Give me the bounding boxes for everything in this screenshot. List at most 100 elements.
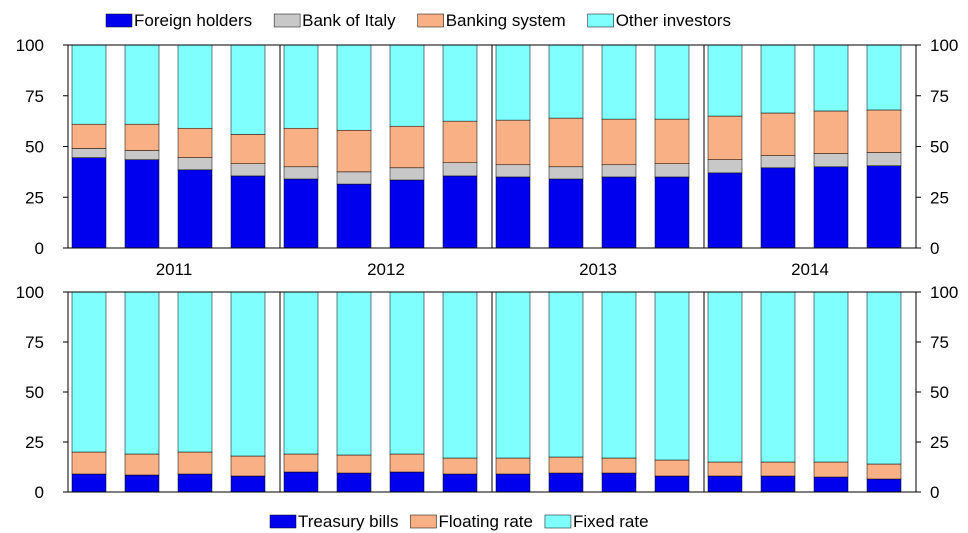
top-legend-label-bank-of-italy: Bank of Italy [302, 11, 396, 30]
top-bar-bank-of-italy-5 [283, 166, 319, 180]
bottom-legend-label-treasury-bills: Treasury bills [298, 512, 398, 531]
top-bar-other-investors-1 [71, 44, 107, 125]
top-bar-foreign-holders-14 [760, 167, 796, 249]
bottom-bar-floating-rate-6 [336, 454, 372, 474]
bottom-bar-floating-rate-16 [866, 463, 902, 480]
bottom-bar-floating-rate-5 [283, 453, 319, 473]
top-panel: 0 0 25 25 50 50 75 75 100 100 [16, 36, 959, 258]
top-legend-label-other-investors: Other investors [616, 11, 731, 30]
top-bar-other-investors-7 [389, 44, 425, 127]
top-bar-other-investors-12 [654, 44, 690, 120]
top-bar-bank-of-italy-13 [707, 159, 743, 174]
bottom-bar-fixed-rate-12 [654, 291, 690, 461]
bottom-bar-fixed-rate-8 [442, 291, 478, 459]
bottom-bar-fixed-rate-7 [389, 291, 425, 455]
bottom-right-tick-label: 100 [930, 283, 958, 302]
top-bar-foreign-holders-3 [177, 169, 213, 249]
top-bar-foreign-holders-6 [336, 183, 372, 249]
bottom-bar-fixed-rate-15 [813, 291, 849, 463]
bottom-bar-fixed-rate-2 [124, 291, 160, 455]
top-bar-other-investors-15 [813, 44, 849, 112]
top-bar-banking-system-12 [654, 118, 690, 165]
top-bar-banking-system-11 [601, 118, 637, 166]
top-bar-foreign-holders-8 [442, 175, 478, 249]
bottom-bar-floating-rate-3 [177, 451, 213, 475]
bottom-panel: 0 0 25 25 50 50 75 75 100 100 [16, 283, 959, 502]
top-bar-bank-of-italy-16 [866, 152, 902, 167]
bottom-bar-treasury-bills-1 [71, 473, 107, 493]
top-right-tick-label: 50 [930, 138, 949, 157]
bottom-left-tick-label: 100 [16, 283, 44, 302]
top-bar-other-investors-11 [601, 44, 637, 120]
top-bar-foreign-holders-9 [495, 176, 531, 249]
top-bar-bank-of-italy-11 [601, 164, 637, 178]
top-bar-other-investors-16 [866, 44, 902, 111]
top-bar-foreign-holders-10 [548, 178, 584, 249]
top-bar-other-investors-9 [495, 44, 531, 121]
bottom-bar-floating-rate-15 [813, 461, 849, 478]
top-bar-other-investors-3 [177, 44, 213, 129]
bottom-bar-treasury-bills-5 [283, 471, 319, 493]
top-bar-banking-system-6 [336, 130, 372, 173]
bottom-bar-treasury-bills-3 [177, 473, 213, 493]
top-bar-banking-system-10 [548, 117, 584, 168]
bottom-bar-fixed-rate-4 [230, 291, 266, 457]
bottom-legend: Treasury bills Floating rate Fixed rate [269, 512, 649, 531]
bottom-bar-treasury-bills-12 [654, 475, 690, 493]
bottom-bar-treasury-bills-8 [442, 473, 478, 493]
top-bar-bank-of-italy-9 [495, 164, 531, 178]
top-bar-foreign-holders-5 [283, 178, 319, 249]
year-label-2014: 2014 [791, 260, 829, 279]
top-bar-foreign-holders-4 [230, 175, 266, 249]
top-bar-bank-of-italy-7 [389, 167, 425, 181]
bottom-bar-floating-rate-1 [71, 451, 107, 475]
top-left-tick-label: 25 [25, 188, 44, 207]
bottom-legend-swatch-treasury-bills [269, 514, 297, 529]
top-left-tick-label: 0 [35, 239, 44, 258]
bottom-bar-floating-rate-14 [760, 461, 796, 477]
top-left-tick-label: 100 [16, 36, 44, 55]
bottom-bar-fixed-rate-9 [495, 291, 531, 459]
top-bar-banking-system-7 [389, 125, 425, 169]
top-legend: Foreign holders Bank of Italy Banking syst… [105, 11, 731, 30]
bottom-bar-floating-rate-2 [124, 453, 160, 476]
top-bar-foreign-holders-7 [389, 179, 425, 249]
top-right-tick-label: 25 [930, 188, 949, 207]
bottom-bar-treasury-bills-11 [601, 472, 637, 493]
bottom-bar-floating-rate-4 [230, 455, 266, 477]
bottom-bar-fixed-rate-11 [601, 291, 637, 459]
bottom-legend-label-fixed-rate: Fixed rate [573, 512, 649, 531]
bottom-bar-floating-rate-9 [495, 457, 531, 475]
bottom-bar-floating-rate-7 [389, 453, 425, 473]
bottom-bar-fixed-rate-3 [177, 291, 213, 453]
bottom-bar-floating-rate-13 [707, 461, 743, 477]
top-bar-other-investors-8 [442, 44, 478, 122]
top-bar-foreign-holders-12 [654, 176, 690, 249]
top-bar-bank-of-italy-12 [654, 163, 690, 178]
top-bar-banking-system-13 [707, 115, 743, 160]
bottom-bar-treasury-bills-13 [707, 475, 743, 493]
top-bar-banking-system-8 [442, 120, 478, 163]
top-bar-foreign-holders-15 [813, 166, 849, 249]
top-legend-label-foreign-holders: Foreign holders [134, 11, 252, 30]
bottom-left-tick-label: 50 [25, 383, 44, 402]
bottom-bar-fixed-rate-1 [71, 291, 107, 453]
bottom-left-tick-label: 0 [35, 483, 44, 502]
top-legend-swatch-foreign-holders [105, 13, 133, 28]
bottom-bar-fixed-rate-5 [283, 291, 319, 455]
top-bar-banking-system-16 [866, 109, 902, 153]
bottom-right-tick-label: 75 [930, 333, 949, 352]
top-bar-other-investors-10 [548, 44, 584, 119]
top-right-tick-label: 100 [930, 36, 958, 55]
top-bar-bank-of-italy-6 [336, 171, 372, 185]
bottom-bar-treasury-bills-10 [548, 472, 584, 493]
top-bar-foreign-holders-2 [124, 159, 160, 249]
top-bar-other-investors-13 [707, 44, 743, 117]
year-label-2013: 2013 [579, 260, 617, 279]
top-bar-banking-system-1 [71, 123, 107, 149]
top-bar-banking-system-14 [760, 112, 796, 156]
bottom-bar-fixed-rate-6 [336, 291, 372, 456]
top-bar-bank-of-italy-4 [230, 163, 266, 177]
top-right-tick-label: 0 [930, 239, 939, 258]
